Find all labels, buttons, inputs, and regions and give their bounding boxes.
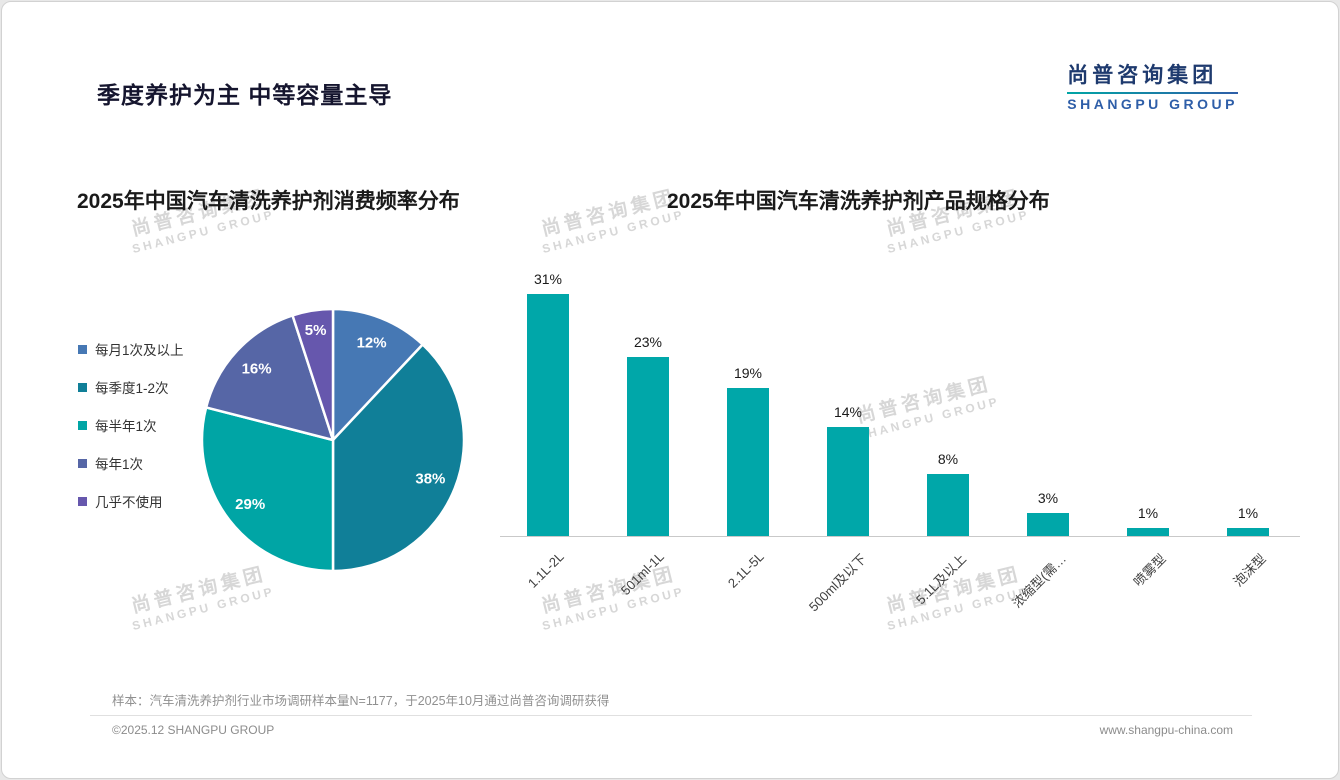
copyright-text: ©2025.12 SHANGPU GROUP xyxy=(112,723,275,737)
bar-chart: 31% 1.1L-2L 23% 501ml-1L 19% 2.1L-5L 14% 500ml及… xyxy=(500,247,1300,614)
logo-divider xyxy=(1067,92,1238,94)
bar-category-label: 501ml-1L xyxy=(617,549,667,598)
legend-item: 每季度1-2次 xyxy=(78,378,184,396)
bar-chart-title: 2025年中国汽车清洗养护剂产品规格分布 xyxy=(667,190,1050,213)
legend-label: 每年1次 xyxy=(95,457,144,472)
watermark-en: SHANGPU GROUP xyxy=(540,584,687,634)
bar-value-label: 31% xyxy=(533,271,563,288)
pie-slice xyxy=(291,307,335,442)
logo-cn-text: 尚普咨询集团 xyxy=(1067,64,1218,87)
pie-chart: 12% 38% 29% 16% 5% xyxy=(200,307,466,573)
bar xyxy=(1227,528,1269,536)
pie-slice xyxy=(331,307,424,442)
bar-value-label: 3% xyxy=(1037,489,1059,506)
legend-item: 每半年1次 xyxy=(78,416,184,434)
legend-label: 每月1次及以上 xyxy=(95,343,184,358)
pie-legend: 每月1次及以上 每季度1-2次 每半年1次每年1次几乎不使用 xyxy=(78,340,184,530)
legend-swatch xyxy=(78,344,87,354)
bar-category-label: 喷雾型 xyxy=(1130,551,1169,590)
pie-value-label: 16% xyxy=(242,360,272,377)
logo: 尚普咨询集团 SHANGPU GROUP xyxy=(1067,59,1238,112)
bar-category-label: 1.1L-2L xyxy=(524,549,567,591)
bar-category-label: 500ml及以下 xyxy=(805,551,869,615)
legend-label: 每半年1次 xyxy=(95,419,157,434)
bar xyxy=(927,473,969,536)
bar-value-label: 1% xyxy=(1237,505,1259,522)
legend-item: 几乎不使用 xyxy=(78,492,184,510)
bar-value-label: 8% xyxy=(937,450,959,467)
legend-swatch xyxy=(78,420,87,430)
pie-chart-title: 2025年中国汽车清洗养护剂消费频率分布 xyxy=(77,190,460,213)
pie-slice xyxy=(331,343,466,573)
bar xyxy=(727,387,769,536)
bar-value-label: 19% xyxy=(733,364,763,381)
bar xyxy=(827,426,869,536)
bar xyxy=(1127,528,1169,536)
legend-swatch xyxy=(78,382,87,392)
logo-en-text: SHANGPU GROUP xyxy=(1067,96,1238,112)
pie-slice xyxy=(204,314,335,442)
sample-note: 样本：汽车清洗养护剂行业市场调研样本量N=1177，于2025年10月通过尚普咨… xyxy=(112,694,610,708)
pie-value-label: 5% xyxy=(305,322,327,339)
bar-value-label: 23% xyxy=(633,333,663,350)
pie-value-label: 12% xyxy=(357,335,387,352)
page-title: 季度养护为主 中等容量主导 xyxy=(97,82,393,108)
legend-label: 每季度1-2次 xyxy=(95,381,169,396)
bar xyxy=(1027,512,1069,536)
watermark-en: SHANGPU GROUP xyxy=(885,584,1032,634)
watermark-en: SHANGPU GROUP xyxy=(130,584,277,634)
bar-category-label: 5.1L及以上 xyxy=(912,551,969,608)
watermark-cn: 尚普咨询集团 xyxy=(539,186,679,241)
legend-swatch xyxy=(78,496,87,506)
bar-category-label: 浓缩型(需… xyxy=(1009,551,1069,611)
pie-slice xyxy=(200,406,335,573)
legend-label: 几乎不使用 xyxy=(95,495,163,510)
bar-value-label: 14% xyxy=(833,403,863,420)
footer-divider xyxy=(90,715,1252,716)
bar-value-label: 1% xyxy=(1137,505,1159,522)
legend-item: 每年1次 xyxy=(78,454,184,472)
bar-category-label: 泡沫型 xyxy=(1230,551,1269,590)
website-text: www.shangpu-china.com xyxy=(1099,723,1233,737)
pie-value-label: 38% xyxy=(415,471,445,488)
bar-category-label: 2.1L-5L xyxy=(724,549,767,591)
bar xyxy=(627,356,669,536)
legend-swatch xyxy=(78,458,87,468)
legend-item: 每月1次及以上 xyxy=(78,340,184,358)
bar xyxy=(527,294,569,536)
pie-value-label: 29% xyxy=(235,496,265,513)
